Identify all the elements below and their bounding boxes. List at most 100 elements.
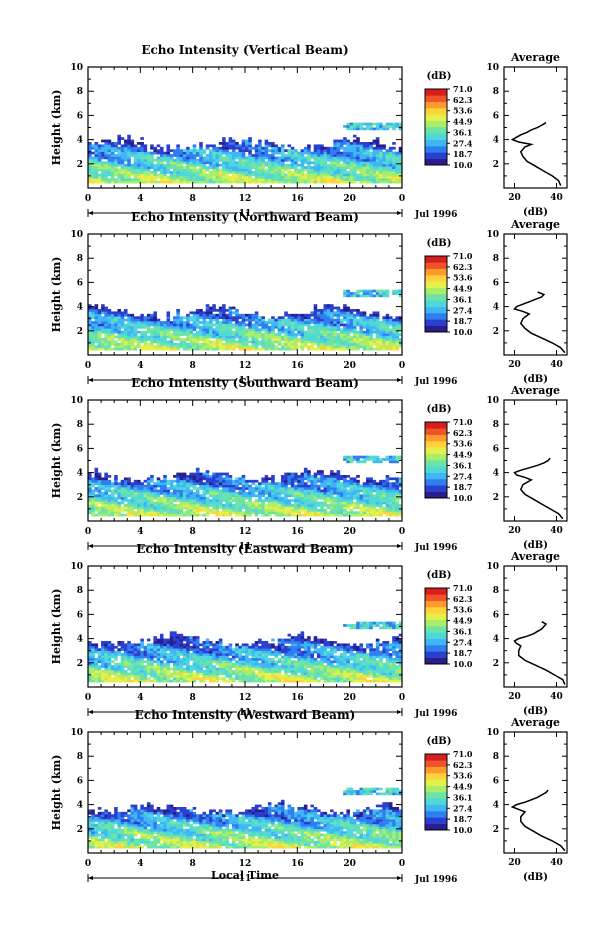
profile-frame [503,233,568,356]
heatmap-cell [359,345,364,349]
heatmap-cell [300,158,305,162]
heatmap-cell [320,156,324,160]
heatmap-cell [110,311,115,315]
heatmap-cell [254,501,259,505]
heatmap-cell [133,151,138,155]
heatmap-cell [189,166,193,169]
heatmap-cell [372,316,377,319]
heatmap-cell [287,154,292,157]
heatmap-cell [189,472,193,476]
heatmap-cell [290,173,295,177]
y-axis-label: Height (km) [50,90,63,166]
heatmap-cell [212,347,216,351]
heatmap-cell [264,338,269,341]
heatmap-cell [117,171,122,174]
heatmap-cell [104,494,108,498]
heatmap-cell [182,180,187,184]
heatmap-cell [215,156,220,160]
heatmap-cell [307,345,311,349]
heatmap-cell [330,499,334,502]
heatmap-cell [228,506,233,510]
heatmap-cell [150,479,154,483]
heatmap-cell [120,146,125,150]
heatmap-cell [228,347,233,351]
heatmap-cell [385,504,390,507]
heatmap-cell [130,513,135,517]
heatmap-cell [264,499,269,502]
heatmap-cell [215,489,220,493]
heatmap-cell [94,156,99,160]
heatmap-cell [294,508,298,512]
heatmap-cell [176,163,180,167]
heatmap-cell [385,479,390,483]
heatmap-cell [140,168,144,172]
heatmap-cell [91,342,95,346]
heatmap-cell [212,309,216,312]
heatmap-cell [313,171,318,174]
heatmap-cell [362,168,367,172]
heatmap-cell [192,173,197,177]
heatmap-cell [392,289,396,293]
heatmap-cell [238,330,243,334]
heatmap-cell [388,347,393,351]
heatmap-cell [369,125,373,128]
heatmap-cell [114,163,118,167]
heatmap-cell [316,340,321,344]
heatmap-cell [343,335,347,339]
heatmap-cell [231,316,236,319]
heatmap-cell [330,163,334,167]
heatmap-cell [137,501,141,505]
heatmap-cell [290,484,295,488]
colorbar-frame [424,88,448,166]
profile-x-tick-label: 20 [508,526,521,536]
panel-title: Echo Intensity (Northward Beam) [131,210,359,224]
heatmap-cell [94,178,99,182]
heatmap-cell [307,156,311,160]
heatmap-cell [199,487,203,490]
heatmap-cell [130,494,135,498]
heatmap-cell [307,146,311,150]
heatmap-cell [392,142,396,145]
heatmap-cell [352,180,357,184]
heatmap-cell [195,496,200,500]
heatmap-cell [101,178,105,182]
heatmap-cell [346,292,350,295]
heatmap-cell [284,482,288,485]
heatmap-cell [238,323,243,327]
heatmap-cell [104,316,108,319]
heatmap-cell [382,506,386,510]
heatmap-cell [107,166,112,169]
colorbar-tick-label: 53.6 [453,106,473,116]
heatmap-cell [251,318,256,322]
heatmap-cell [290,506,295,510]
heatmap-cell [150,333,154,336]
heatmap-cell [156,482,161,485]
profile-y-tick-label: 6 [493,444,499,454]
heatmap-cell [173,316,177,319]
heatmap-cell [97,163,102,167]
heatmap-cell [280,508,285,512]
heatmap-cell [238,149,243,152]
heatmap-cell [235,166,239,169]
colorbar-swatch [425,89,447,96]
heatmap-cell [238,501,243,505]
heatmap-cell [241,511,246,515]
heatmap-cell [179,163,184,167]
heatmap-cell [176,313,180,317]
heatmap-cell [192,313,197,317]
heatmap-cell [356,163,360,167]
heatmap-cell [241,173,246,177]
heatmap-cell [310,325,314,329]
heatmap-cell [313,173,318,177]
heatmap-cell [150,173,154,177]
heatmap-cell [352,134,357,138]
echo-heatmap [88,621,403,683]
heatmap-cell [225,178,229,182]
heatmap-cell [271,504,275,507]
heatmap-cell [388,168,393,172]
heatmap-cell [333,330,337,334]
heatmap-cell [395,178,400,182]
heatmap-cell [398,178,403,182]
heatmap-cell [133,163,138,167]
heatmap-cell [114,161,118,165]
